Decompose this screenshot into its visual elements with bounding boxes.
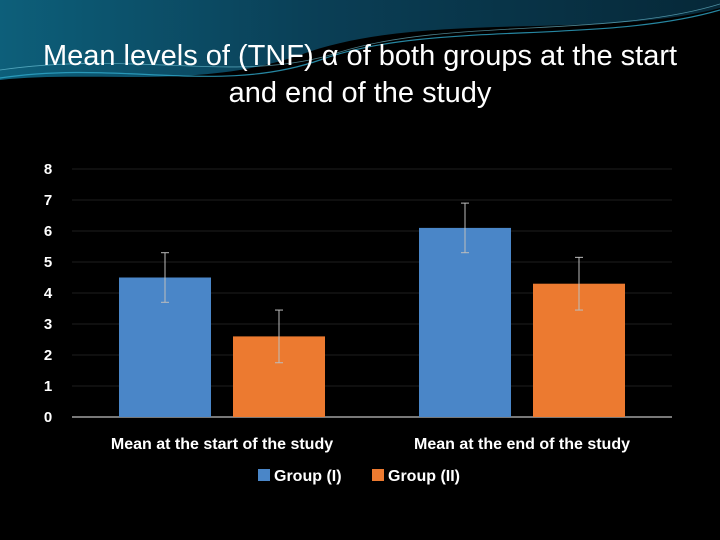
legend-label: Group (II)	[388, 468, 460, 485]
header-wave-line	[0, 9, 720, 79]
bar	[419, 227, 511, 417]
y-axis-ticks: 0 1 2 3 4 5 6 7 8	[44, 161, 53, 426]
legend-swatch	[372, 469, 384, 481]
y-tick-label: 3	[44, 316, 52, 333]
y-tick-label: 2	[44, 347, 52, 364]
x-axis-labels: Mean at the start of the study Mean at th…	[111, 436, 630, 453]
y-tick-label: 7	[44, 192, 52, 209]
y-tick-label: 4	[44, 285, 53, 302]
legend-item: Group (II)	[372, 468, 460, 485]
legend-label: Group (I)	[274, 468, 342, 485]
y-tick-label: 0	[44, 409, 52, 426]
x-tick-label: Mean at the start of the study	[111, 436, 333, 453]
y-tick-label: 6	[44, 223, 52, 240]
legend-item: Group (I)	[258, 468, 342, 485]
bars	[119, 227, 625, 417]
y-tick-label: 5	[44, 254, 52, 271]
y-tick-label: 1	[44, 378, 52, 395]
x-tick-label: Mean at the end of the study	[414, 436, 630, 453]
header-decoration	[0, 0, 720, 80]
legend-swatch	[258, 469, 270, 481]
header-wave	[0, 0, 720, 80]
y-tick-label: 8	[44, 161, 52, 178]
error-bars	[161, 202, 583, 364]
legend: Group (I) Group (II)	[258, 468, 460, 485]
slide-title: Mean levels of (TNF) α of both groups at…	[42, 40, 678, 109]
header-wave-line-2	[0, 3, 720, 71]
